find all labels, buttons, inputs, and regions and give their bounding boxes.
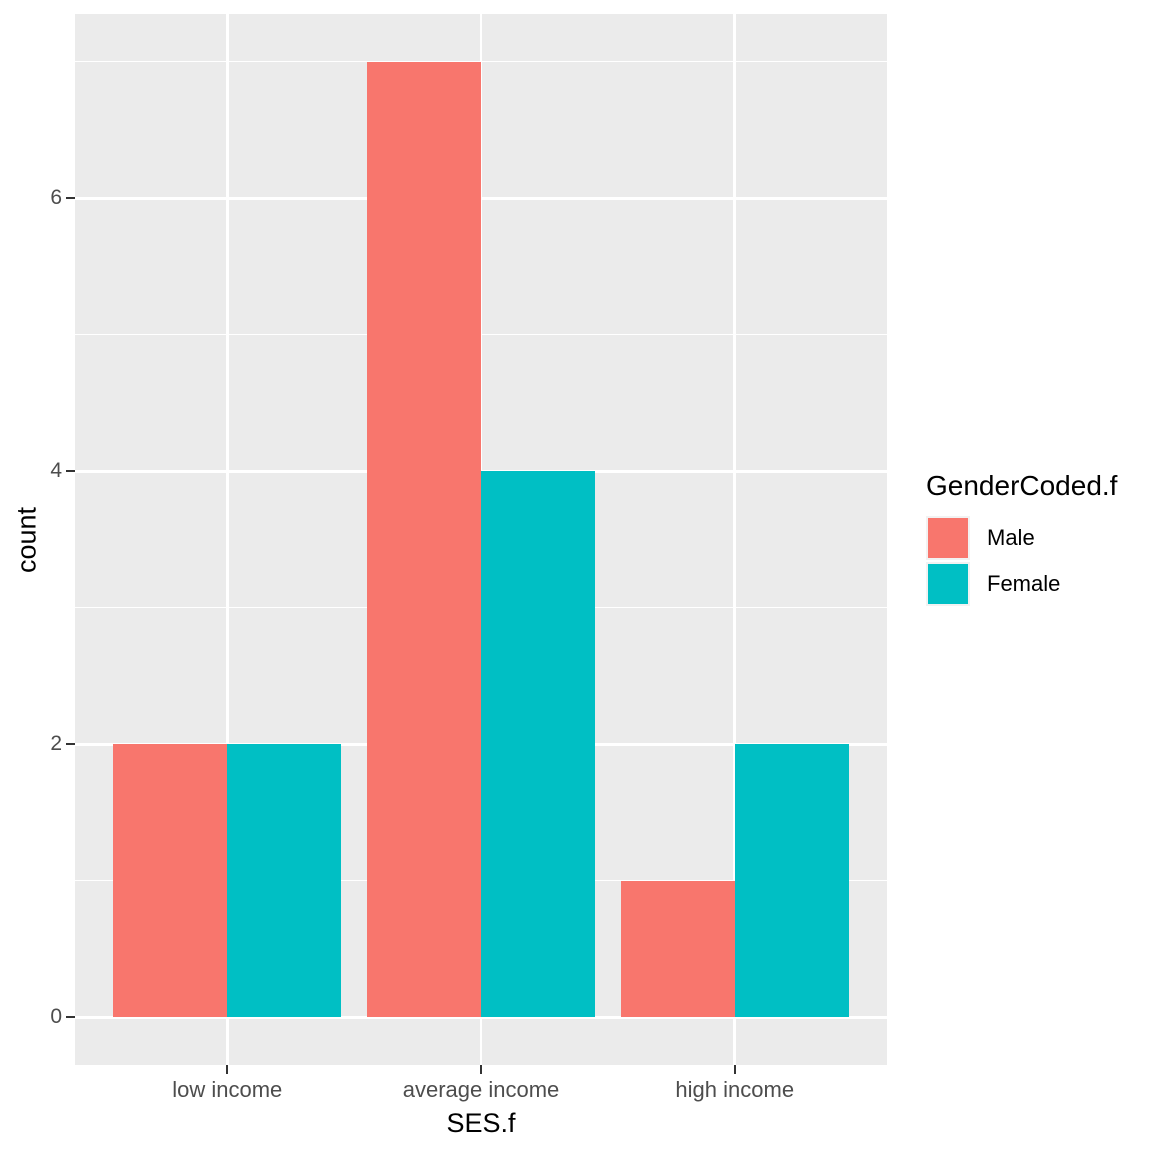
y-tick-label-4: 4 (50, 459, 62, 483)
legend-key-male-swatch (926, 516, 970, 560)
x-gridline-low-income (225, 14, 229, 1065)
legend-label-female: Female (987, 571, 1061, 596)
bar-male-high-income (620, 880, 735, 1018)
x-tick-label-low-income: low income (172, 1077, 283, 1102)
bar-female-high-income (734, 744, 849, 1018)
x-tick-high-income (733, 1065, 736, 1074)
legend-item-female: Female (926, 561, 1117, 607)
y-tick-4 (66, 470, 75, 473)
x-tick-label-average-income: average income (402, 1077, 560, 1102)
legend-label-male: Male (987, 525, 1035, 550)
y-tick-0 (66, 1016, 75, 1019)
y-tick-label-0: 0 (50, 1005, 62, 1029)
bar-male-average-income (366, 61, 481, 1018)
legend: GenderCoded.f Male Female (926, 470, 1117, 607)
y-axis-title: count (11, 506, 42, 574)
plot-panel (75, 14, 887, 1065)
bar-male-low-income (113, 744, 228, 1018)
x-tick-average-income (479, 1065, 483, 1074)
legend-item-male: Male (926, 515, 1117, 561)
x-axis-title: SES.f (446, 1108, 516, 1138)
y-tick-2 (66, 743, 75, 746)
legend-title: GenderCoded.f (926, 470, 1118, 501)
x-tick-label-high-income: high income (675, 1077, 795, 1102)
y-tick-label-6: 6 (50, 186, 62, 210)
x-tick-low-income (226, 1065, 229, 1074)
bar-female-low-income (227, 744, 342, 1018)
y-tick-6 (66, 197, 75, 200)
x-gridline-high-income (733, 14, 737, 1065)
legend-key-female-swatch (926, 562, 970, 606)
bar-female-average-income (481, 471, 596, 1018)
y-tick-label-2: 2 (50, 732, 62, 756)
